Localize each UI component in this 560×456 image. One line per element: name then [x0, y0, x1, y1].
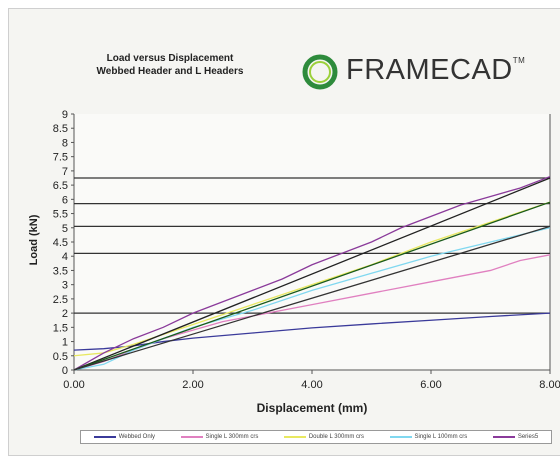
x-axis-label: Displacement (mm) [257, 401, 368, 415]
y-tick-label-15: 7.5 [53, 152, 68, 164]
y-tick-label-0: 0 [62, 365, 68, 377]
y-tick-label-14: 7 [62, 166, 68, 178]
chart-title-line2: Webbed Header and L Headers [96, 66, 244, 77]
y-tick-label-3: 1.5 [53, 322, 68, 334]
legend-item-2: Double L 300mm crs [283, 434, 364, 440]
series-line-5 [73, 177, 551, 371]
x-tick-label-1: 2.00 [182, 379, 203, 391]
y-tick-label-4: 2 [62, 308, 68, 320]
x-tick-label-4: 8.00 [539, 379, 560, 391]
logo-ring-icon [302, 54, 338, 90]
legend-label-0: Webbed Only [118, 434, 155, 440]
y-tick-label-10: 5 [62, 223, 68, 235]
y-axis-label: Load (kN) [28, 214, 40, 265]
framecad-logo: FRAMECADTM [300, 52, 550, 92]
x-tick-label-2: 4.00 [301, 379, 322, 391]
x-tick-label-3: 6.00 [420, 379, 441, 391]
y-tick-label-2: 1 [62, 337, 68, 349]
y-tick-label-12: 6 [62, 194, 68, 206]
y-tick-label-6: 3 [62, 280, 68, 292]
legend-swatch-1 [180, 436, 203, 438]
legend-item-4: Series5 [492, 434, 539, 440]
chart-legend: Webbed Only Single L 300mm crs Double L 30… [80, 430, 552, 444]
y-tick-label-18: 9 [62, 109, 68, 121]
series-line-7 [73, 225, 551, 371]
logo-wordmark: FRAMECADTM [346, 54, 526, 86]
legend-item-0: Webbed Only [93, 434, 155, 440]
legend-label-3: Single L 100mm crs [414, 434, 468, 440]
y-tick-label-13: 6.5 [53, 180, 68, 192]
legend-label-2: Double L 300mm crs [308, 434, 364, 440]
y-tick-label-7: 3.5 [53, 265, 68, 277]
y-tick-label-17: 8.5 [53, 123, 68, 135]
legend-label-1: Single L 300mm crs [205, 434, 259, 440]
series-line-4 [73, 175, 551, 371]
y-tick-label-1: 0.5 [53, 351, 68, 363]
legend-label-4: Series5 [517, 434, 539, 440]
y-tick-label-8: 4 [62, 251, 68, 263]
y-tick-label-16: 8 [62, 137, 68, 149]
chart-title-line1: Load versus Displacement [106, 53, 234, 64]
legend-swatch-2 [283, 436, 306, 438]
chart-title: Load versus Displacement Webbed Header a… [70, 52, 270, 78]
y-tick-label-9: 4.5 [53, 237, 68, 249]
logo-trademark: TM [512, 56, 526, 65]
y-tick-label-5: 2.5 [53, 294, 68, 306]
x-tick-label-0: 0.00 [63, 379, 84, 391]
legend-swatch-4 [492, 436, 515, 438]
series-line-6 [73, 201, 551, 371]
plot-area [74, 114, 550, 370]
legend-item-3: Single L 100mm crs [389, 434, 468, 440]
y-tick-label-11: 5.5 [53, 209, 68, 221]
legend-item-1: Single L 300mm crs [180, 434, 259, 440]
legend-swatch-0 [93, 436, 116, 438]
series-line-2 [73, 201, 551, 357]
legend-swatch-3 [389, 436, 412, 438]
